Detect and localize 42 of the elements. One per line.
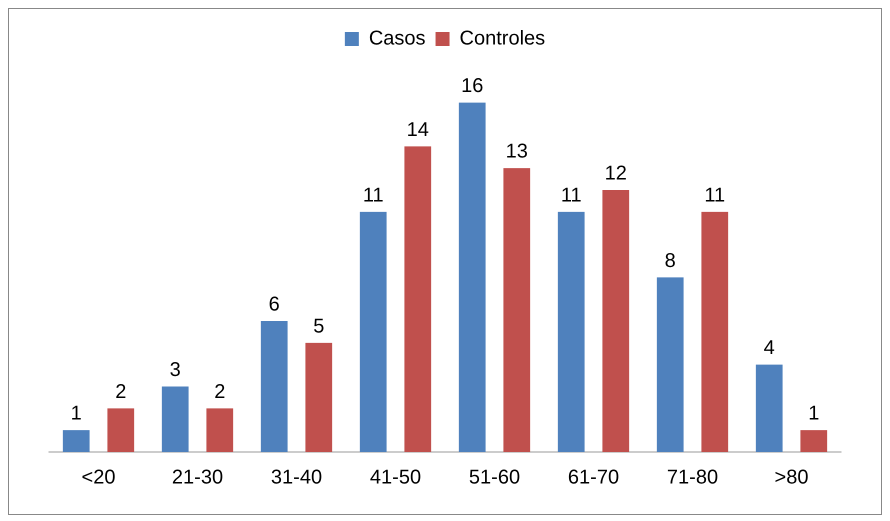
- data-label: 13: [506, 140, 528, 163]
- bar: [162, 386, 189, 452]
- data-label: 4: [764, 337, 775, 360]
- bar: [458, 102, 486, 452]
- x-tick-label: 41-50: [370, 466, 422, 489]
- legend-label: Controles: [460, 28, 546, 50]
- data-label: 11: [560, 184, 582, 206]
- bar: [305, 342, 332, 452]
- bar: [701, 212, 728, 452]
- data-label: 8: [664, 250, 676, 272]
- data-label: 6: [268, 294, 280, 316]
- bar: [107, 408, 134, 452]
- data-label: 14: [406, 118, 429, 141]
- bar: [360, 212, 387, 452]
- legend-label: Casos: [368, 28, 426, 50]
- bar: [602, 190, 630, 452]
- data-label: 16: [461, 75, 484, 98]
- bar: [62, 430, 90, 452]
- x-tick-label: 21-30: [172, 466, 224, 489]
- data-label: 1: [70, 402, 82, 425]
- x-tick-label: 61-70: [568, 466, 620, 489]
- bar: [656, 277, 684, 452]
- bar: [800, 430, 828, 452]
- data-label: 12: [604, 162, 627, 185]
- data-label: 11: [704, 184, 726, 206]
- x-tick-label: 71-80: [666, 466, 718, 489]
- bar: [206, 408, 234, 452]
- data-label: 1: [808, 402, 820, 425]
- x-tick-label: 51-60: [468, 466, 520, 489]
- data-label: 11: [362, 184, 384, 206]
- bar: [558, 212, 585, 452]
- data-label: 5: [313, 315, 324, 338]
- bar: [756, 364, 783, 452]
- data-label: 2: [214, 380, 226, 403]
- bar: [260, 321, 288, 452]
- data-label: 2: [115, 380, 126, 403]
- bar: [404, 146, 432, 452]
- x-tick-label: 31-40: [270, 466, 322, 489]
- bar: [503, 168, 530, 452]
- x-tick-label: >80: [774, 466, 808, 489]
- x-tick-label: <20: [82, 466, 116, 489]
- data-label: 3: [170, 359, 181, 382]
